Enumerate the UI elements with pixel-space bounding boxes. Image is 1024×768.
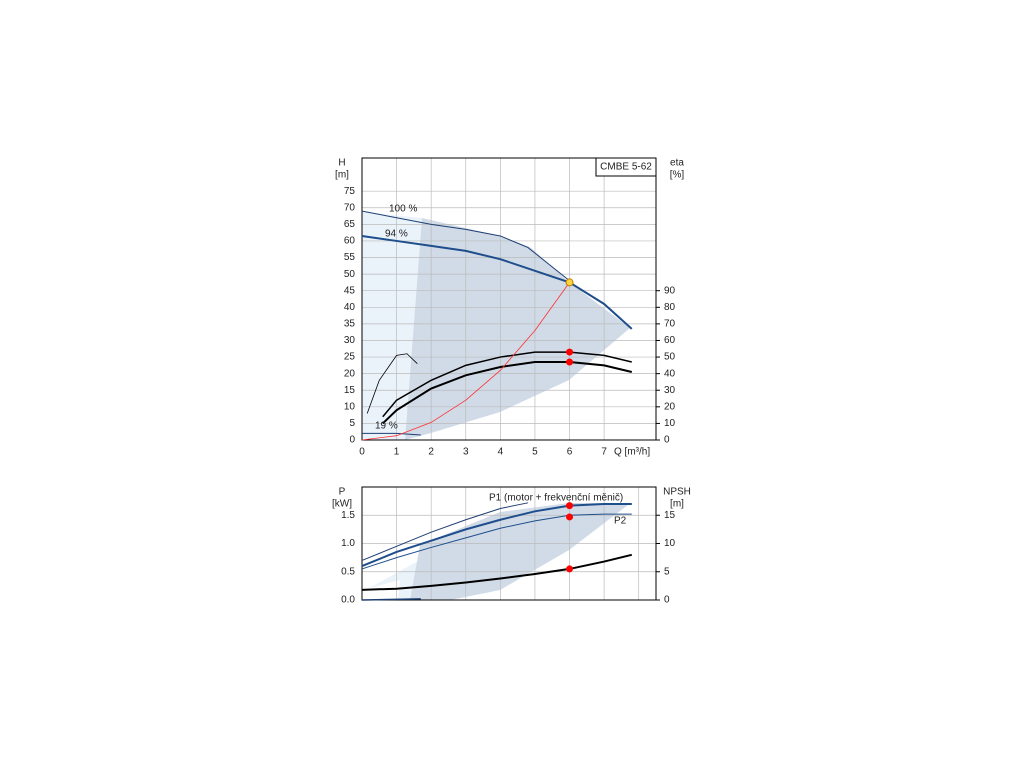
y-tick-label: 40	[344, 302, 356, 313]
curve	[366, 353, 418, 414]
y2-tick-label: 50	[664, 352, 676, 363]
plot-frame	[361, 486, 657, 601]
curve	[361, 210, 570, 282]
x-tick-label: 7	[601, 447, 607, 458]
curve	[361, 502, 632, 568]
y-axis-label: P	[339, 487, 346, 498]
curve	[382, 351, 632, 418]
x-tick-label: 1	[394, 447, 400, 458]
y2-tick-label: 90	[664, 285, 676, 296]
y2-axis-label: NPSH	[663, 487, 691, 498]
chart-title: CMBE 5-62	[600, 162, 652, 173]
x-tick-label: 5	[532, 447, 538, 458]
y2-tick-label: 40	[664, 368, 676, 379]
y-tick-label: 15	[344, 385, 356, 396]
curve	[361, 553, 633, 591]
y-tick-label: 75	[344, 186, 356, 197]
y2-tick-label: 5	[664, 566, 670, 577]
curve	[361, 234, 633, 330]
x-tick-label: 4	[498, 447, 504, 458]
y-tick-label: 1.0	[341, 538, 355, 549]
light-area	[362, 212, 422, 440]
annotation: 19 %	[375, 421, 398, 432]
y-axis-label: [kW]	[332, 499, 352, 510]
y-tick-label: 10	[344, 401, 356, 412]
curve	[362, 432, 421, 436]
curve	[361, 282, 570, 441]
y-tick-label: 70	[344, 202, 356, 213]
y2-axis-label: eta	[670, 158, 684, 169]
x-axis-label: Q [m³/h]	[614, 447, 650, 458]
curve	[382, 361, 633, 425]
y-tick-label: 25	[344, 352, 356, 363]
curve	[361, 513, 632, 570]
y-tick-label: 45	[344, 285, 356, 296]
y-tick-label: 0	[349, 435, 355, 446]
x-tick-label: 0	[359, 447, 365, 458]
curve	[361, 502, 529, 561]
duty-point	[566, 513, 574, 521]
y2-tick-label: 70	[664, 319, 676, 330]
y-axis-label: [m]	[335, 170, 349, 181]
y2-tick-label: 20	[664, 401, 676, 412]
annotation: P2	[614, 516, 627, 527]
operating-area	[405, 218, 630, 440]
duty-point	[566, 358, 574, 366]
y-tick-label: 35	[344, 319, 356, 330]
y-tick-label: 0.0	[341, 595, 355, 606]
y2-tick-label: 0	[664, 595, 670, 606]
y2-tick-label: 15	[664, 510, 676, 521]
duty-point	[566, 502, 574, 510]
y-tick-label: 1.5	[341, 510, 355, 521]
y2-axis-label: [m]	[670, 499, 684, 510]
y-tick-label: 0.5	[341, 566, 355, 577]
y2-axis-label: [%]	[670, 170, 685, 181]
y-tick-label: 50	[344, 269, 356, 280]
y-tick-label: 20	[344, 368, 356, 379]
annotation: 94 %	[385, 229, 408, 240]
y-tick-label: 65	[344, 219, 356, 230]
y-tick-label: 60	[344, 236, 356, 247]
y-tick-label: 5	[349, 418, 355, 429]
x-tick-label: 2	[428, 447, 434, 458]
duty-point	[565, 278, 574, 287]
plot-frame	[361, 157, 657, 441]
annotation: 100 %	[389, 204, 417, 215]
y2-tick-label: 60	[664, 335, 676, 346]
y-tick-label: 30	[344, 335, 356, 346]
annotation: P1 (motor + frekvenční měnič)	[489, 493, 623, 504]
y2-tick-label: 10	[664, 538, 676, 549]
y2-tick-label: 30	[664, 385, 676, 396]
duty-point	[566, 565, 574, 573]
y-tick-label: 55	[344, 252, 356, 263]
y2-tick-label: 10	[664, 418, 676, 429]
operating-area	[410, 503, 630, 600]
duty-point	[566, 348, 574, 356]
curve	[361, 598, 421, 601]
y-axis-label: H	[338, 158, 345, 169]
title-box	[595, 157, 657, 177]
x-tick-label: 3	[463, 447, 469, 458]
y2-tick-label: 80	[664, 302, 676, 313]
y2-tick-label: 0	[664, 435, 670, 446]
x-tick-label: 6	[567, 447, 573, 458]
